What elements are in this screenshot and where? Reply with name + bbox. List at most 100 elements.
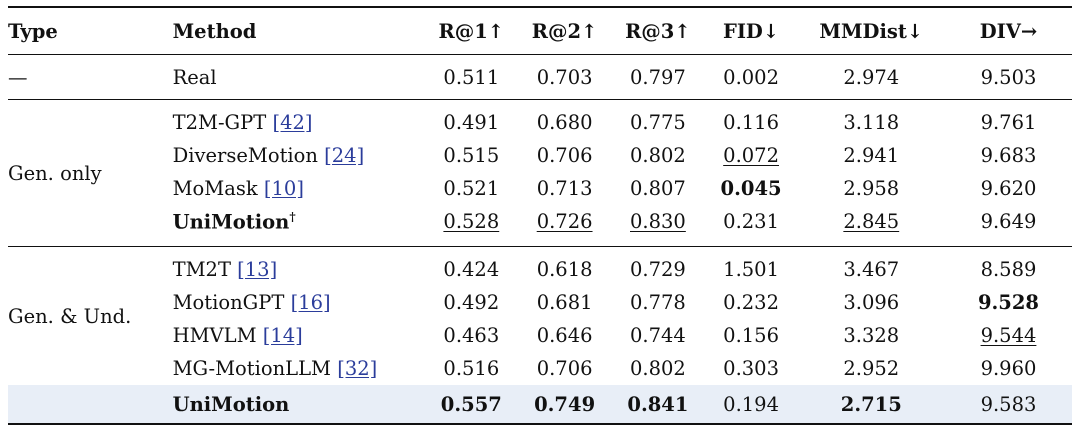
value-cell: 0.713 [536,177,593,200]
col-header-type: Type [8,19,58,43]
value-cell: 0.830 [630,210,686,233]
value-cell: 0.706 [536,144,593,167]
method-cell: T2M-GPT [42] [155,100,425,140]
value-cell: 3.328 [843,324,900,347]
method-cell: MotionGPT [16] [155,286,425,319]
value-cell: 3.118 [843,111,900,134]
method-cell: MG-MotionLLM [32] [155,352,425,385]
col-header-fid: FID↓ [722,19,780,43]
citation-link[interactable]: [32] [337,357,378,380]
type-cell-empty [8,385,155,424]
value-cell: 0.232 [723,291,779,314]
method-name: MG-MotionLLM [172,357,332,380]
value-cell: 2.715 [797,385,945,424]
citation-link[interactable]: [10] [263,177,304,200]
results-table: Type Method R@1↑ R@2↑ R@3↑ FID↓ MMDist↓ … [8,6,1072,425]
value-cell: 0.706 [536,357,593,380]
col-header-r2: R@2↑ [531,19,598,43]
value-cell: 9.649 [980,210,1037,233]
value-cell: 0.557 [424,385,518,424]
value-cell: 0.072 [723,144,779,167]
type-cell: — [8,65,28,89]
value-cell: 0.156 [723,324,779,347]
value-cell: 0.116 [723,111,779,134]
citation-link[interactable]: [16] [290,291,331,314]
value-cell: 1.501 [723,258,779,281]
col-header-div: DIV→ [979,19,1038,43]
value-cell: 0.775 [630,111,686,134]
table-row: UniMotion† 0.528 0.726 0.830 0.231 2.845… [8,205,1072,247]
value-cell: 0.841 [611,385,705,424]
table-row: MotionGPT [16] 0.492 0.681 0.778 0.232 3… [8,286,1072,319]
value-cell: 0.646 [536,324,593,347]
value-cell: 2.952 [843,357,900,380]
value-cell: 8.589 [980,258,1037,281]
value-cell: 2.941 [843,144,900,167]
value-cell: 9.544 [980,324,1037,347]
value-cell: 0.303 [723,357,779,380]
type-cell: Gen. only [8,161,102,185]
value-cell: 0.521 [443,177,500,200]
value-cell: 9.620 [980,177,1037,200]
value-cell: 0.749 [517,385,612,424]
value-cell: 0.492 [443,291,500,314]
value-cell: 2.845 [843,210,900,233]
method-name: UniMotion [172,210,290,234]
value-cell: 0.797 [630,65,686,89]
table-row: MG-MotionLLM [32] 0.516 0.706 0.802 0.30… [8,352,1072,385]
value-cell: 0.231 [723,210,779,233]
method-name: HMVLM [172,324,257,347]
value-cell: 9.761 [980,111,1037,134]
value-cell: 0.802 [630,144,686,167]
citation-link[interactable]: [42] [272,111,313,134]
dagger-mark: † [289,209,296,224]
table-row: DiverseMotion [24] 0.515 0.706 0.802 0.0… [8,139,1072,172]
value-cell: 9.503 [980,65,1037,89]
value-cell: 0.463 [443,324,500,347]
value-cell: 0.703 [536,65,593,89]
citation-link[interactable]: [24] [324,144,365,167]
method-cell: UniMotion [154,385,425,424]
header-row: Type Method R@1↑ R@2↑ R@3↑ FID↓ MMDist↓ … [8,7,1072,55]
col-header-r3: R@3↑ [625,19,691,43]
value-cell: 0.729 [630,258,686,281]
value-cell: 0.491 [443,111,500,134]
table-row: Gen. only T2M-GPT [42] 0.491 0.680 0.775… [8,100,1072,185]
value-cell: 0.045 [720,177,782,200]
method-name: DiverseMotion [172,144,318,167]
value-cell: 2.974 [843,65,900,89]
value-cell: 0.680 [536,111,593,134]
table-row: HMVLM [14] 0.463 0.646 0.744 0.156 3.328… [8,319,1072,352]
method-name: UniMotion [172,392,290,416]
value-cell: 0.511 [443,65,500,89]
col-header-method: Method [172,19,257,43]
value-cell: 0.515 [443,144,500,167]
table-row: Gen. & Und. TM2T [13] 0.424 0.618 0.729 … [8,247,1072,328]
value-cell: 0.194 [704,385,798,424]
method-cell: TM2T [13] [155,247,425,287]
value-cell: 9.528 [977,291,1039,314]
value-cell: 0.681 [536,291,593,314]
col-header-r1: R@1↑ [438,19,505,43]
value-cell: 0.778 [630,291,686,314]
value-cell: 0.807 [630,177,686,200]
type-cell: Gen. & Und. [8,304,132,328]
value-cell: 0.528 [443,210,500,233]
table-row-real: — Real 0.511 0.703 0.797 0.002 2.974 9.5… [8,55,1072,100]
value-cell: 0.516 [443,357,500,380]
value-cell: 3.096 [843,291,900,314]
value-cell: 9.960 [980,357,1037,380]
value-cell: 0.726 [536,210,593,233]
value-cell: 0.424 [443,258,500,281]
method-name: MotionGPT [172,291,285,314]
value-cell: 0.802 [630,357,686,380]
value-cell: 0.744 [630,324,686,347]
method-name: T2M-GPT [172,111,267,134]
citation-link[interactable]: [14] [262,324,303,347]
value-cell: 3.467 [843,258,900,281]
value-cell: 0.002 [723,65,779,89]
value-cell: 9.583 [944,385,1072,424]
citation-link[interactable]: [13] [237,258,278,281]
method-cell: MoMask [10] [155,172,425,205]
